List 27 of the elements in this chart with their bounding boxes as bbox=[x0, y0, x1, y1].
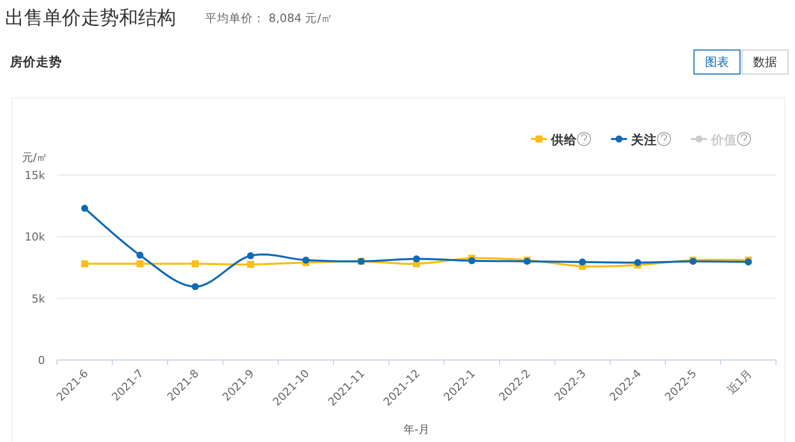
chart-title: 出售单价走势和结构 bbox=[5, 7, 176, 29]
point bbox=[468, 257, 476, 264]
y-tick-label: 10k bbox=[24, 230, 46, 244]
point bbox=[192, 260, 199, 268]
point bbox=[302, 256, 310, 264]
point bbox=[136, 252, 144, 259]
point bbox=[247, 252, 254, 260]
y-axis-title: 元/㎡ bbox=[22, 151, 48, 164]
text: 数据 bbox=[753, 55, 777, 69]
point bbox=[136, 260, 144, 268]
point bbox=[634, 259, 642, 266]
y-tick-label: 0 bbox=[38, 354, 45, 367]
x-tick-label: 近1月 bbox=[724, 366, 754, 397]
chart-subtitle: 平均单价： 8,084 元/㎡ bbox=[205, 11, 334, 25]
point bbox=[247, 260, 254, 268]
y-tick-label: 5k bbox=[32, 292, 46, 306]
point bbox=[578, 258, 586, 266]
text: 图表 bbox=[705, 55, 729, 69]
point bbox=[413, 255, 420, 262]
point bbox=[81, 260, 88, 268]
text: 房价走势 bbox=[9, 54, 62, 69]
legend-label: 关注 bbox=[630, 132, 657, 147]
y-tick-label: 15k bbox=[24, 169, 46, 182]
point bbox=[192, 283, 199, 290]
legend-label: 供给 bbox=[550, 132, 578, 147]
point bbox=[81, 204, 88, 212]
x-axis-title: 年-月 bbox=[404, 423, 430, 436]
